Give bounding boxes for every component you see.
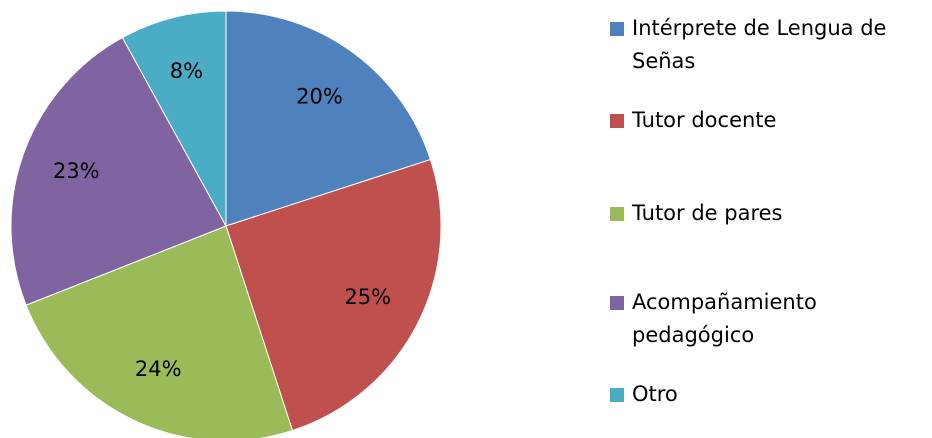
- legend-item: Tutor docente: [610, 104, 928, 137]
- legend-label: Acompañamiento pedagógico: [632, 290, 817, 347]
- data-label: 24%: [135, 357, 182, 381]
- pie-slice: [225, 158, 442, 432]
- data-label: 8%: [170, 59, 203, 83]
- pie-slice: [225, 10, 432, 227]
- legend-swatch: [610, 114, 624, 128]
- data-label: 23%: [53, 159, 100, 183]
- legend-label: Tutor de pares: [632, 201, 783, 225]
- legend-swatch: [610, 207, 624, 221]
- legend-item: Intérprete de Lengua de Señas: [610, 12, 928, 78]
- legend-label: Otro: [632, 382, 678, 406]
- pie-chart: 20% 25% 24% 23% 8%: [10, 10, 442, 438]
- legend-item: Tutor de pares: [610, 197, 928, 230]
- legend-swatch: [610, 388, 624, 402]
- data-label: 25%: [344, 285, 391, 309]
- legend-swatch: [610, 296, 624, 310]
- legend-label: Intérprete de Lengua de Señas: [632, 16, 887, 73]
- legend-item: Acompañamiento pedagógico: [610, 286, 928, 352]
- pie-slice: [121, 10, 227, 227]
- legend-label: Tutor docente: [632, 108, 777, 132]
- legend-swatch: [610, 22, 624, 36]
- pie-slice: [10, 36, 227, 306]
- data-label: 20%: [296, 84, 343, 108]
- legend-item: Otro: [610, 378, 928, 411]
